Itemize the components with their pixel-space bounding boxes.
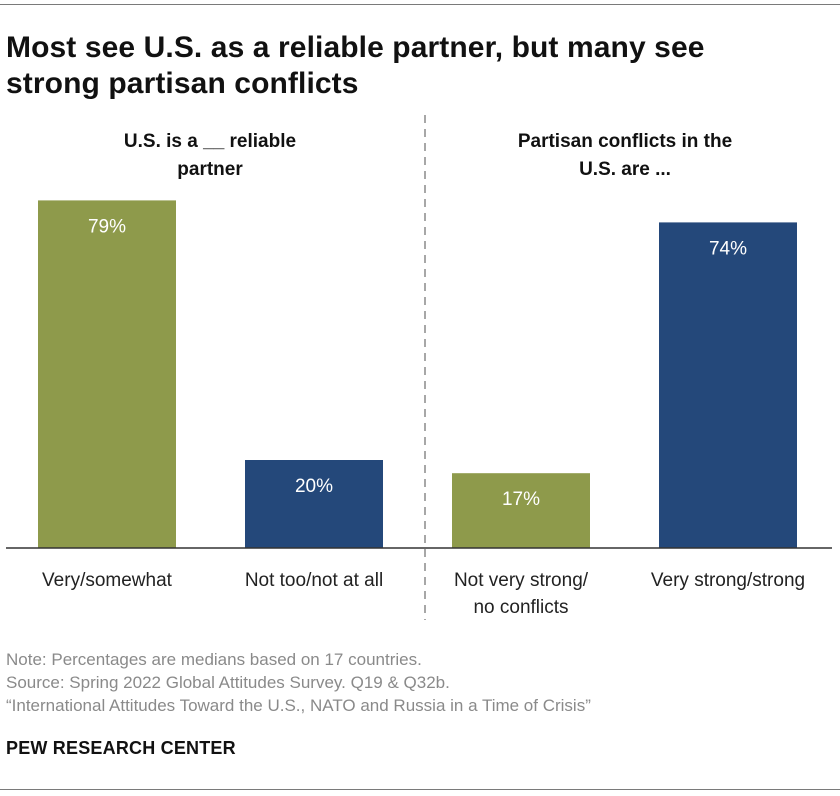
chart-title: Most see U.S. as a reliable partner, but… [6, 31, 705, 100]
category-label: Very strong/strong [651, 570, 805, 591]
bottom-rule [0, 789, 840, 790]
brand-logo-text: PEW RESEARCH CENTER [6, 738, 236, 758]
category-label: no conflicts [473, 597, 568, 618]
panel-heading-line: Partisan conflicts in the [518, 131, 732, 152]
chart-notes: Note: Percentages are medians based on 1… [6, 648, 591, 717]
bar [245, 460, 383, 548]
bar-chart: U.S. is a __ reliable partner 79% Very/some… [6, 115, 832, 620]
bar-value-label: 17% [502, 489, 540, 510]
category-label: Not too/not at all [245, 570, 383, 591]
bar [452, 473, 590, 548]
bar [659, 222, 797, 548]
bar-value-label: 74% [709, 238, 747, 259]
top-rule [0, 4, 840, 5]
note-text: Note: Percentages are medians based on 1… [6, 650, 422, 669]
category-label: Not very strong/ [454, 570, 589, 591]
panel-heading-line: U.S. are ... [579, 159, 671, 180]
panel-heading-line: U.S. is a __ reliable [124, 131, 296, 152]
report-title-text: “International Attitudes Toward the U.S.… [6, 696, 591, 715]
bar-value-label: 79% [88, 216, 126, 237]
panel-heading-line: partner [177, 159, 243, 180]
source-text: Source: Spring 2022 Global Attitudes Sur… [6, 673, 450, 692]
bar [38, 200, 176, 548]
bar-value-label: 20% [295, 476, 333, 497]
category-label: Very/somewhat [42, 570, 173, 591]
